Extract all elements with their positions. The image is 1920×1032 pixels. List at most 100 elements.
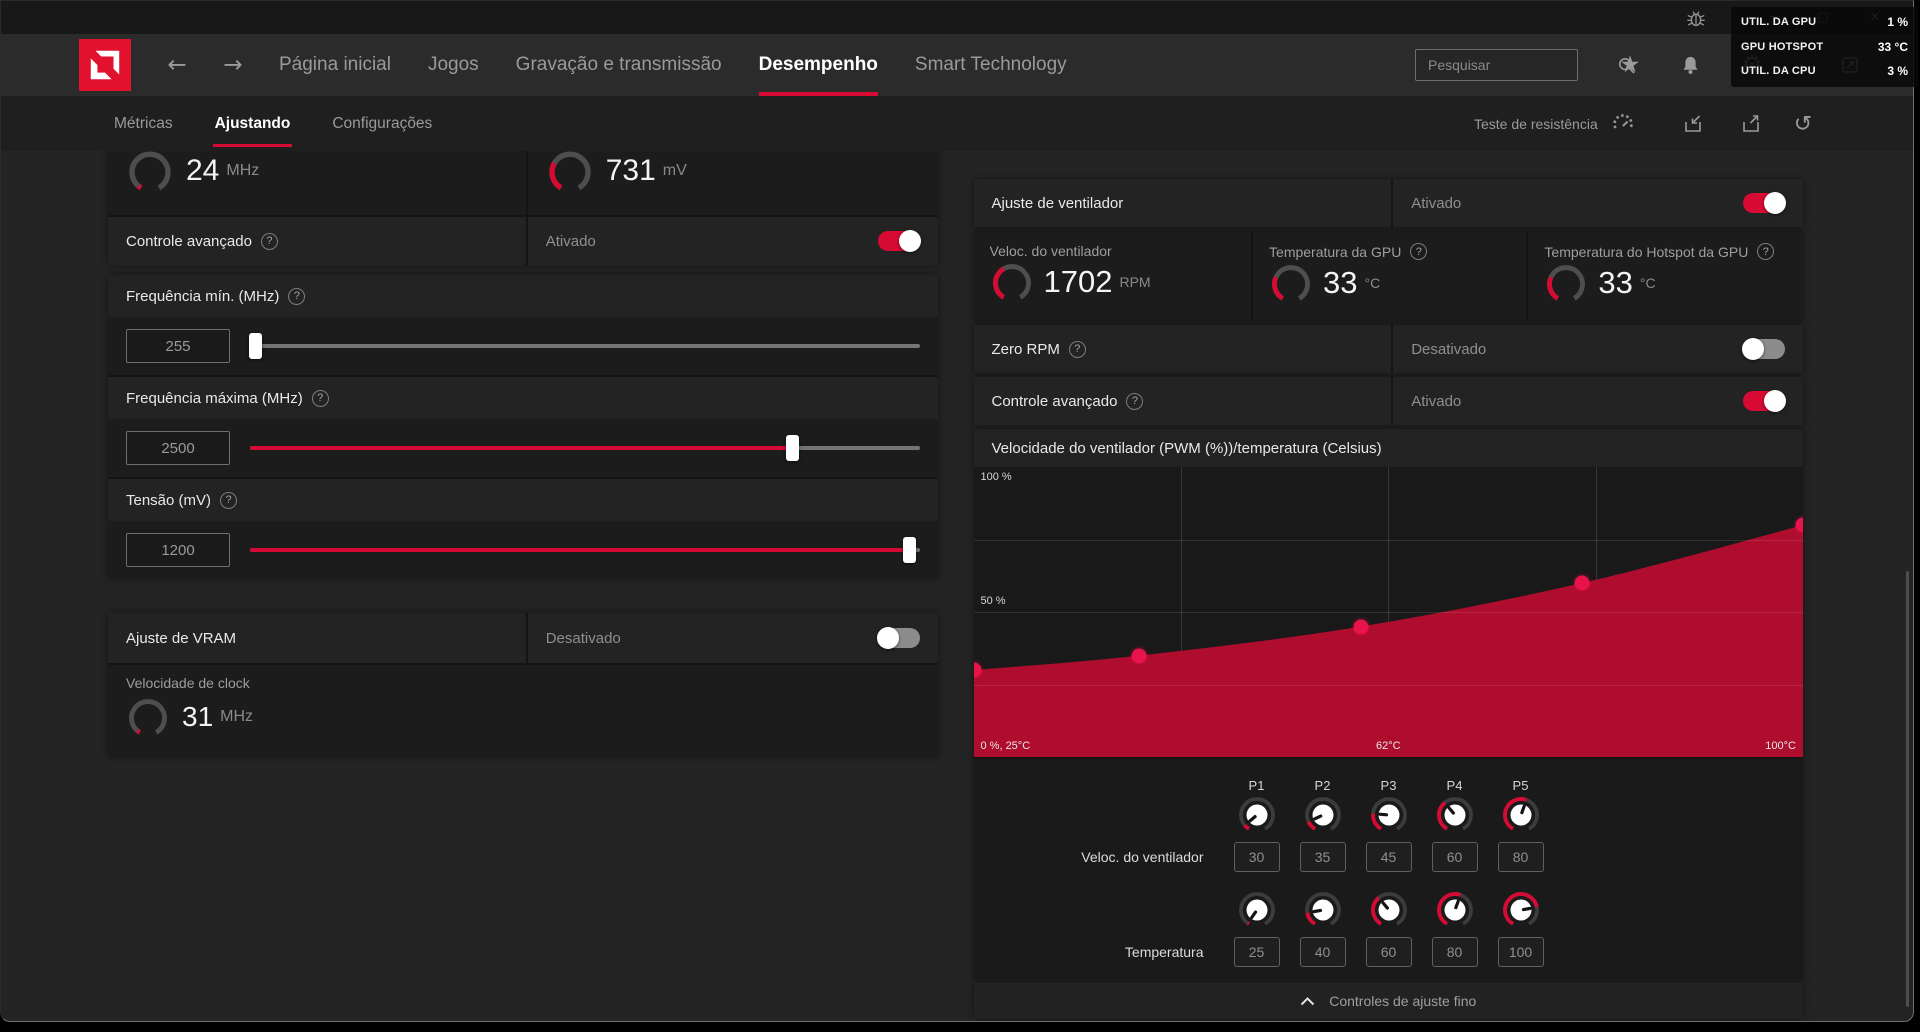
max-frequency-slider-row: [108, 419, 938, 477]
min-frequency-input[interactable]: [126, 329, 230, 363]
temperature-value-input[interactable]: [1234, 937, 1280, 967]
fan-tuning-state: Ativado: [1411, 195, 1461, 212]
min-frequency-label: Frequência mín. (MHz): [126, 288, 279, 305]
gpu-util-value: 1 %: [1887, 15, 1908, 29]
temperature-knob[interactable]: [1435, 890, 1475, 935]
fan-speed-reading: Veloc. do ventilador 1702 RPM: [974, 231, 1254, 321]
tab-pagina-inicial[interactable]: Página inicial: [279, 34, 391, 96]
gpu-temp-value: 33: [1323, 265, 1357, 301]
tuning-content: 24 MHz 731 mV Controle avançado: [1, 151, 1913, 1021]
temperature-value-input[interactable]: [1300, 937, 1346, 967]
min-frequency-header: Frequência mín. (MHz) ?: [108, 275, 938, 317]
fan-curve-point[interactable]: [1353, 619, 1368, 634]
slider-thumb[interactable]: [786, 435, 799, 461]
favorites-star-icon[interactable]: ★: [1613, 49, 1647, 81]
performance-subnav: Métricas Ajustando Configurações Teste d…: [1, 96, 1913, 151]
fan-speed-value-input[interactable]: [1432, 842, 1478, 872]
y-axis-label-100: 100 %: [981, 471, 1012, 483]
save-profile-icon[interactable]: [1737, 110, 1765, 138]
fine-tuning-controls-bar[interactable]: Controles de ajuste fino: [974, 983, 1804, 1019]
gpu-tuning-panel: 24 MHz 731 mV Controle avançado: [108, 151, 938, 265]
tab-gravacao[interactable]: Gravação e transmissão: [516, 34, 722, 96]
voltage-input[interactable]: [126, 533, 230, 567]
help-icon[interactable]: ?: [1757, 243, 1774, 260]
search-box[interactable]: [1415, 49, 1578, 81]
chevron-up-icon: [1300, 997, 1315, 1006]
cpu-util-label: UTIL. DA CPU: [1741, 65, 1816, 77]
temperature-row-label: Temperatura: [1125, 944, 1224, 960]
gpu-advanced-toggle[interactable]: [878, 231, 920, 251]
forward-button[interactable]: →: [213, 34, 253, 96]
gpu-voltage-unit: mV: [663, 162, 687, 180]
reset-icon[interactable]: ↺: [1789, 110, 1817, 138]
fan-speed-value-input[interactable]: [1300, 842, 1346, 872]
help-icon[interactable]: ?: [261, 233, 278, 250]
vram-tuning-toggle[interactable]: [878, 628, 920, 648]
help-icon[interactable]: ?: [1069, 341, 1086, 358]
tab-desempenho[interactable]: Desempenho: [759, 34, 878, 96]
amd-logo[interactable]: [79, 39, 131, 91]
tab-smart-technology[interactable]: Smart Technology: [915, 34, 1067, 96]
temperature-knob[interactable]: [1303, 890, 1343, 935]
voltage-slider-row: [108, 521, 938, 579]
fan-tuning-label: Ajuste de ventilador: [992, 195, 1124, 212]
nav-tabs: Página inicial Jogos Gravação e transmis…: [279, 34, 1067, 96]
min-frequency-slider[interactable]: [250, 344, 920, 348]
fan-speed-value-input[interactable]: [1498, 842, 1544, 872]
vram-tuning-panel: Ajuste de VRAM Desativado Velocidade de …: [108, 613, 938, 757]
fan-curve-section: Velocidade do ventilador (PWM (%))/tempe…: [974, 429, 1804, 979]
fan-speed-unit: RPM: [1119, 274, 1150, 290]
hotspot-temp-gauge-icon: [1544, 261, 1588, 305]
vertical-scrollbar[interactable]: [1906, 571, 1909, 1007]
max-frequency-slider[interactable]: [250, 446, 920, 450]
temperature-value-input[interactable]: [1366, 937, 1412, 967]
help-icon[interactable]: ?: [220, 492, 237, 509]
bug-report-button[interactable]: [1683, 5, 1709, 31]
gpu-util-label: UTIL. DA GPU: [1741, 16, 1816, 28]
gpu-frequency-reading: 24 MHz: [108, 151, 528, 215]
gpu-voltage-gauge-icon: [546, 151, 594, 195]
tab-jogos[interactable]: Jogos: [428, 34, 479, 96]
notifications-bell-icon[interactable]: [1673, 49, 1707, 81]
gpu-temp-label: Temperatura da GPU: [1269, 244, 1401, 260]
temperature-knob[interactable]: [1369, 890, 1409, 935]
max-frequency-input[interactable]: [126, 431, 230, 465]
help-icon[interactable]: ?: [1126, 393, 1143, 410]
help-icon[interactable]: ?: [288, 288, 305, 305]
help-icon[interactable]: ?: [1410, 243, 1427, 260]
stress-test-gauge-icon[interactable]: [1609, 110, 1637, 138]
fan-tuning-toggle[interactable]: [1743, 193, 1785, 213]
temperature-value-input[interactable]: [1498, 937, 1544, 967]
subtab-configuracoes[interactable]: Configurações: [332, 96, 432, 151]
zero-rpm-state: Desativado: [1411, 341, 1486, 358]
voltage-slider[interactable]: [250, 548, 920, 552]
slider-thumb[interactable]: [903, 537, 916, 563]
fan-advanced-toggle[interactable]: [1743, 391, 1785, 411]
slider-thumb[interactable]: [249, 333, 262, 359]
voltage-label: Tensão (mV): [126, 492, 211, 509]
load-profile-icon[interactable]: [1679, 110, 1707, 138]
zero-rpm-toggle[interactable]: [1743, 339, 1785, 359]
temperature-knob[interactable]: [1237, 890, 1277, 935]
fan-speed-knob[interactable]: [1369, 795, 1409, 840]
help-icon[interactable]: ?: [312, 390, 329, 407]
fan-speed-knob[interactable]: [1435, 795, 1475, 840]
temperature-knob[interactable]: [1501, 890, 1541, 935]
main-navigation: ← → Página inicial Jogos Gravação e tran…: [1, 34, 1913, 96]
fan-speed-knob[interactable]: [1501, 795, 1541, 840]
subtab-metricas[interactable]: Métricas: [114, 96, 173, 151]
vram-clock-unit: MHz: [220, 708, 253, 726]
vram-clock-row: Velocidade de clock 31 MHz: [108, 665, 938, 757]
search-input[interactable]: [1416, 57, 1617, 73]
fan-curve-point[interactable]: [1574, 576, 1589, 591]
fan-speed-value-input[interactable]: [1234, 842, 1280, 872]
back-button[interactable]: ←: [157, 34, 197, 96]
subtab-ajustando[interactable]: Ajustando: [215, 96, 291, 151]
fan-speed-knob[interactable]: [1303, 795, 1343, 840]
fan-curve-chart[interactable]: 100 % 50 % 0 %, 25°C 62°C 100°C: [974, 467, 1804, 757]
fan-curve-point[interactable]: [1132, 648, 1147, 663]
fan-speed-knob[interactable]: [1237, 795, 1277, 840]
temperature-value-input[interactable]: [1432, 937, 1478, 967]
fan-speed-value-input[interactable]: [1366, 842, 1412, 872]
stress-test-label[interactable]: Teste de resistência: [1474, 96, 1598, 151]
